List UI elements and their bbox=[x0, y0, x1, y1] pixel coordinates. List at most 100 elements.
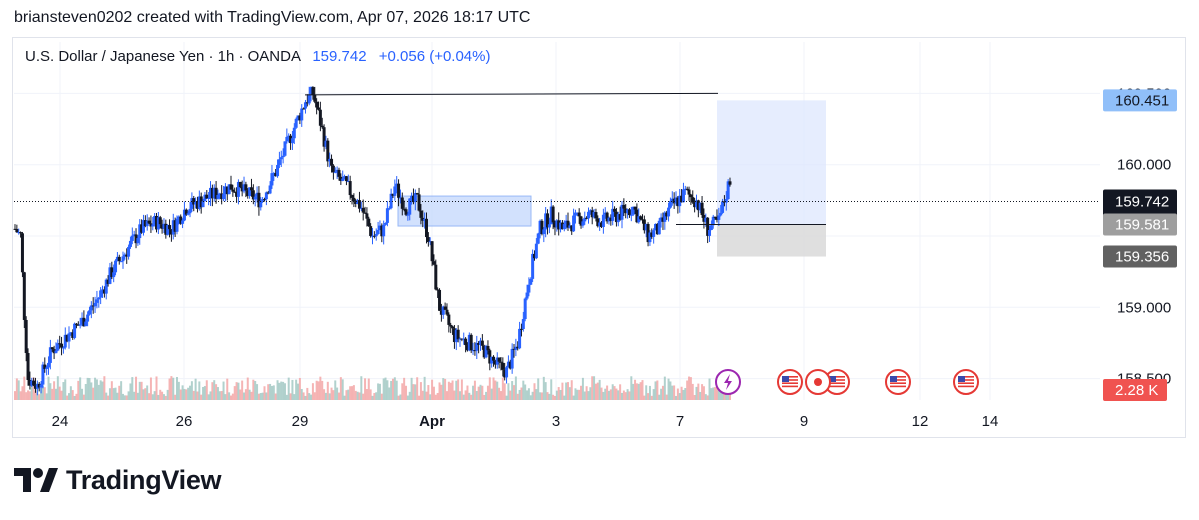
candle-body bbox=[93, 302, 97, 307]
candle-body bbox=[184, 209, 188, 215]
flag-stripe bbox=[958, 385, 974, 388]
volume-bar bbox=[81, 388, 84, 400]
volume-bar bbox=[244, 389, 247, 400]
volume-bar bbox=[607, 390, 610, 400]
flag-stripe bbox=[890, 376, 906, 378]
candle-body bbox=[486, 345, 490, 351]
volume-bar bbox=[714, 387, 717, 400]
candle-body bbox=[168, 225, 172, 230]
candle-body bbox=[132, 234, 136, 236]
candle-body bbox=[400, 197, 404, 209]
candle-body bbox=[728, 181, 732, 185]
volume-bar bbox=[73, 395, 76, 400]
candle-body bbox=[317, 107, 321, 110]
candle-body bbox=[598, 222, 602, 227]
candle-body bbox=[242, 184, 246, 192]
volume-bar bbox=[341, 379, 344, 400]
candle-body bbox=[480, 340, 484, 346]
candle-body bbox=[35, 383, 39, 389]
volume-bar bbox=[324, 392, 327, 400]
candle-body bbox=[657, 220, 661, 235]
candle-body bbox=[17, 232, 21, 234]
candle-body bbox=[231, 189, 235, 192]
volume-bar bbox=[202, 386, 205, 400]
candle-body bbox=[233, 191, 237, 193]
price-axis: 160.500160.000159.000158.500160.451159.7… bbox=[1103, 85, 1177, 401]
flag-stripe bbox=[829, 379, 845, 381]
time-tick-label: 7 bbox=[676, 413, 684, 430]
candle-body bbox=[147, 220, 151, 224]
volume-bar bbox=[511, 381, 514, 400]
volume-bar bbox=[395, 380, 398, 400]
candle-body bbox=[475, 343, 479, 351]
volume-bar bbox=[565, 382, 568, 400]
tradingview-logo[interactable]: TradingView bbox=[14, 462, 222, 498]
volume-bar bbox=[568, 387, 571, 400]
volume-bar bbox=[351, 386, 354, 400]
candle-body bbox=[492, 356, 496, 361]
candle-body bbox=[594, 212, 598, 219]
chart-frame[interactable] bbox=[12, 37, 1186, 438]
volume-bar bbox=[30, 380, 33, 400]
candle-body bbox=[276, 165, 280, 177]
volume-bar bbox=[555, 390, 558, 400]
candle-body bbox=[458, 338, 462, 340]
volume-bar bbox=[181, 385, 184, 400]
candle-body bbox=[473, 350, 477, 352]
volume-bar bbox=[526, 390, 529, 400]
flag-stripe bbox=[829, 385, 845, 388]
volume-bar bbox=[317, 381, 320, 400]
volume-bar bbox=[177, 381, 180, 400]
volume-bar bbox=[95, 379, 98, 400]
legend-symbol: U.S. Dollar / Japanese Yen · 1h · OANDA bbox=[25, 48, 301, 65]
candle-body bbox=[631, 206, 635, 215]
volume-bar bbox=[416, 377, 419, 400]
candle-body bbox=[402, 208, 406, 210]
candle-body bbox=[248, 187, 252, 197]
volume-bar bbox=[60, 390, 63, 400]
volume-bar bbox=[453, 390, 456, 400]
volume-bar bbox=[56, 376, 59, 400]
time-tick-label: 24 bbox=[52, 413, 69, 430]
volume-bar bbox=[229, 395, 232, 400]
candle-body bbox=[633, 206, 637, 210]
volume-bar bbox=[522, 380, 525, 400]
candle-body bbox=[421, 217, 425, 221]
volume-bar bbox=[630, 376, 633, 400]
candle-body bbox=[465, 345, 469, 351]
candle-body bbox=[45, 367, 49, 369]
candle-body bbox=[406, 214, 410, 216]
volume-bar bbox=[552, 394, 555, 400]
volume-bar bbox=[306, 387, 309, 400]
candle-body bbox=[20, 233, 24, 273]
candle-body bbox=[467, 334, 471, 351]
candle-body bbox=[166, 225, 170, 235]
position-zones bbox=[397, 100, 826, 257]
volume-bar bbox=[405, 385, 408, 400]
volume-bar bbox=[287, 377, 290, 400]
candle-body bbox=[423, 218, 427, 221]
candle-body bbox=[290, 138, 294, 144]
volume-bar bbox=[561, 382, 564, 400]
candle-body bbox=[579, 216, 583, 226]
candle-body bbox=[531, 253, 535, 279]
volume-bar bbox=[658, 394, 661, 400]
candle-body bbox=[434, 264, 438, 290]
volume-bar bbox=[84, 383, 87, 400]
current-price-label: 159.742 bbox=[1115, 193, 1169, 210]
candle-body bbox=[106, 279, 110, 284]
candle-body bbox=[134, 234, 138, 244]
volume-bar bbox=[257, 393, 260, 400]
volume-bar bbox=[189, 385, 192, 400]
candle-body bbox=[112, 272, 116, 278]
candle-body bbox=[378, 225, 382, 230]
flag-stripe bbox=[782, 376, 798, 378]
candle-body bbox=[222, 194, 226, 200]
volume-bar bbox=[391, 378, 394, 400]
candle-body bbox=[596, 218, 600, 227]
volume-bar bbox=[457, 379, 460, 400]
candle-body bbox=[624, 208, 628, 214]
volume-bar bbox=[343, 395, 346, 400]
volume-bar bbox=[717, 386, 720, 400]
